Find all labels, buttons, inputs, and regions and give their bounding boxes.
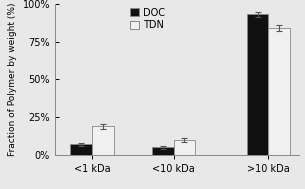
Bar <box>174 140 195 155</box>
Bar <box>268 28 290 155</box>
Bar <box>152 147 174 155</box>
Bar <box>92 126 114 155</box>
Legend: DOC, TDN: DOC, TDN <box>128 6 167 32</box>
Bar <box>70 144 92 155</box>
Bar <box>247 14 268 155</box>
Y-axis label: Fraction of Polymer by weight (%): Fraction of Polymer by weight (%) <box>8 3 17 156</box>
